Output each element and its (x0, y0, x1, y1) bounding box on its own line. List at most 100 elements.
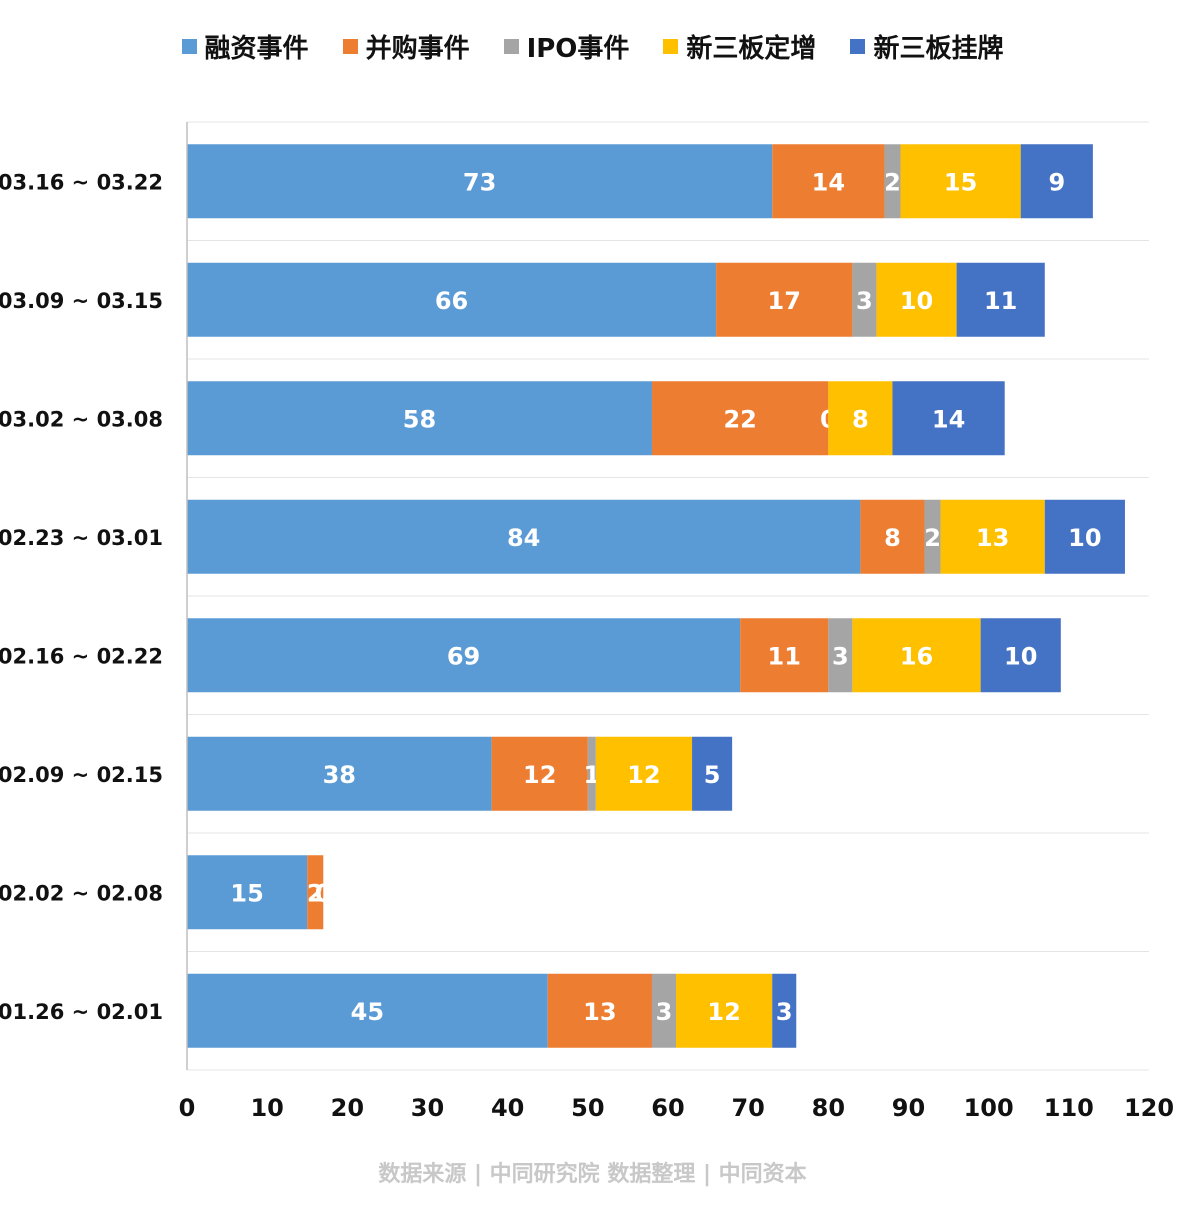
data-label: 3 (776, 998, 793, 1026)
bar-segment (924, 499, 941, 574)
legend-label: 并购事件 (365, 34, 470, 64)
data-label: 12 (627, 761, 660, 789)
x-tick-label: 20 (331, 1094, 364, 1122)
legend: 融资事件 并购事件 IPO事件 新三板定增 新三板挂牌 (0, 28, 1185, 65)
data-label: 5 (704, 761, 721, 789)
data-label: 3 (856, 287, 873, 315)
data-label: 11 (768, 642, 801, 670)
data-label: 10 (900, 287, 933, 315)
bar-segment (980, 618, 1061, 693)
bar-segment (676, 973, 773, 1048)
bar-segment (876, 262, 957, 337)
x-tick-label: 70 (731, 1094, 764, 1122)
bar-segment (1044, 499, 1125, 574)
x-tick-label: 90 (892, 1094, 925, 1122)
data-label: 10 (1004, 642, 1037, 670)
bar-segment (187, 973, 548, 1048)
bar-segment (547, 973, 652, 1048)
data-label: 11 (984, 287, 1017, 315)
data-label: 12 (707, 998, 740, 1026)
data-label: 8 (852, 405, 869, 433)
bar-segment (956, 262, 1045, 337)
bar-segment (491, 736, 588, 811)
data-label: 10 (1068, 524, 1101, 552)
bar-segment (187, 262, 717, 337)
bar-segment (892, 381, 1005, 456)
x-tick-label: 0 (179, 1094, 196, 1122)
legend-item: 新三板挂牌 (850, 28, 1003, 65)
bar-segment (740, 618, 829, 693)
legend-swatch (503, 39, 519, 54)
data-label: 8 (884, 524, 901, 552)
source-note: 数据来源 | 中同研究院 数据整理 | 中同资本 (378, 1162, 807, 1187)
legend-label: IPO事件 (526, 34, 630, 64)
data-label: 3 (656, 998, 673, 1026)
data-label: 16 (900, 642, 933, 670)
legend-item: 融资事件 (181, 28, 309, 65)
category-label: 02.16 ~ 02.22 (0, 644, 163, 668)
data-label: 84 (507, 524, 540, 552)
bar-segment (716, 262, 853, 337)
bar-segment (587, 736, 596, 811)
data-label: 17 (768, 287, 801, 315)
bar-segment (187, 381, 652, 456)
x-tick-label: 100 (964, 1094, 1014, 1122)
legend-swatch (663, 39, 679, 54)
data-label: 22 (723, 405, 756, 433)
data-label: 12 (523, 761, 556, 789)
legend-swatch (342, 39, 358, 54)
bar-segment (852, 618, 981, 693)
data-label: 69 (447, 642, 480, 670)
data-label: 2 (884, 168, 901, 196)
data-label: 15 (230, 879, 263, 907)
data-label: 66 (435, 287, 468, 315)
x-tick-label: 120 (1124, 1094, 1174, 1122)
data-label: 13 (583, 998, 616, 1026)
data-label: 2 (924, 524, 941, 552)
bar-segment (187, 736, 492, 811)
data-label: 45 (351, 998, 384, 1026)
bar-segment (595, 736, 693, 811)
category-label: 03.09 ~ 03.15 (0, 289, 163, 313)
bar-segment (852, 262, 877, 337)
category-label: 02.02 ~ 02.08 (0, 881, 163, 905)
bar-segment (1020, 144, 1093, 219)
x-tick-label: 50 (571, 1094, 604, 1122)
data-label: 0 (315, 879, 332, 907)
data-label: 0 (315, 879, 332, 907)
data-label: 14 (932, 405, 965, 433)
category-label: 02.23 ~ 03.01 (0, 526, 163, 550)
data-label: 3 (832, 642, 849, 670)
bar-segment (187, 144, 773, 219)
bar-segment (828, 381, 893, 456)
legend-item: 并购事件 (342, 28, 470, 65)
bar-segment (900, 144, 1021, 219)
x-tick-label: 60 (651, 1094, 684, 1122)
bar-segment (940, 499, 1045, 574)
data-label: 73 (463, 168, 496, 196)
bar-segment (692, 736, 733, 811)
bar-segment (772, 973, 797, 1048)
data-label: 38 (323, 761, 356, 789)
bar-segment (187, 855, 308, 930)
category-label: 01.26 ~ 02.01 (0, 1000, 163, 1024)
legend-label: 融资事件 (204, 34, 309, 64)
category-label: 03.02 ~ 03.08 (0, 407, 163, 431)
data-label: 13 (976, 524, 1009, 552)
bar-segment (307, 855, 324, 930)
data-label: 14 (812, 168, 845, 196)
x-tick-label: 40 (491, 1094, 524, 1122)
bar-segment (828, 618, 853, 693)
data-label: 15 (944, 168, 977, 196)
legend-swatch (850, 39, 866, 54)
bar-segment (884, 144, 901, 219)
bar-segment (187, 618, 741, 693)
x-tick-label: 10 (250, 1094, 283, 1122)
category-label: 02.09 ~ 02.15 (0, 763, 163, 787)
category-label: 03.16 ~ 03.22 (0, 170, 163, 194)
bar-segment (651, 381, 829, 456)
x-tick-label: 110 (1044, 1094, 1094, 1122)
bar-segment (651, 973, 677, 1048)
data-label: 0 (315, 879, 332, 907)
